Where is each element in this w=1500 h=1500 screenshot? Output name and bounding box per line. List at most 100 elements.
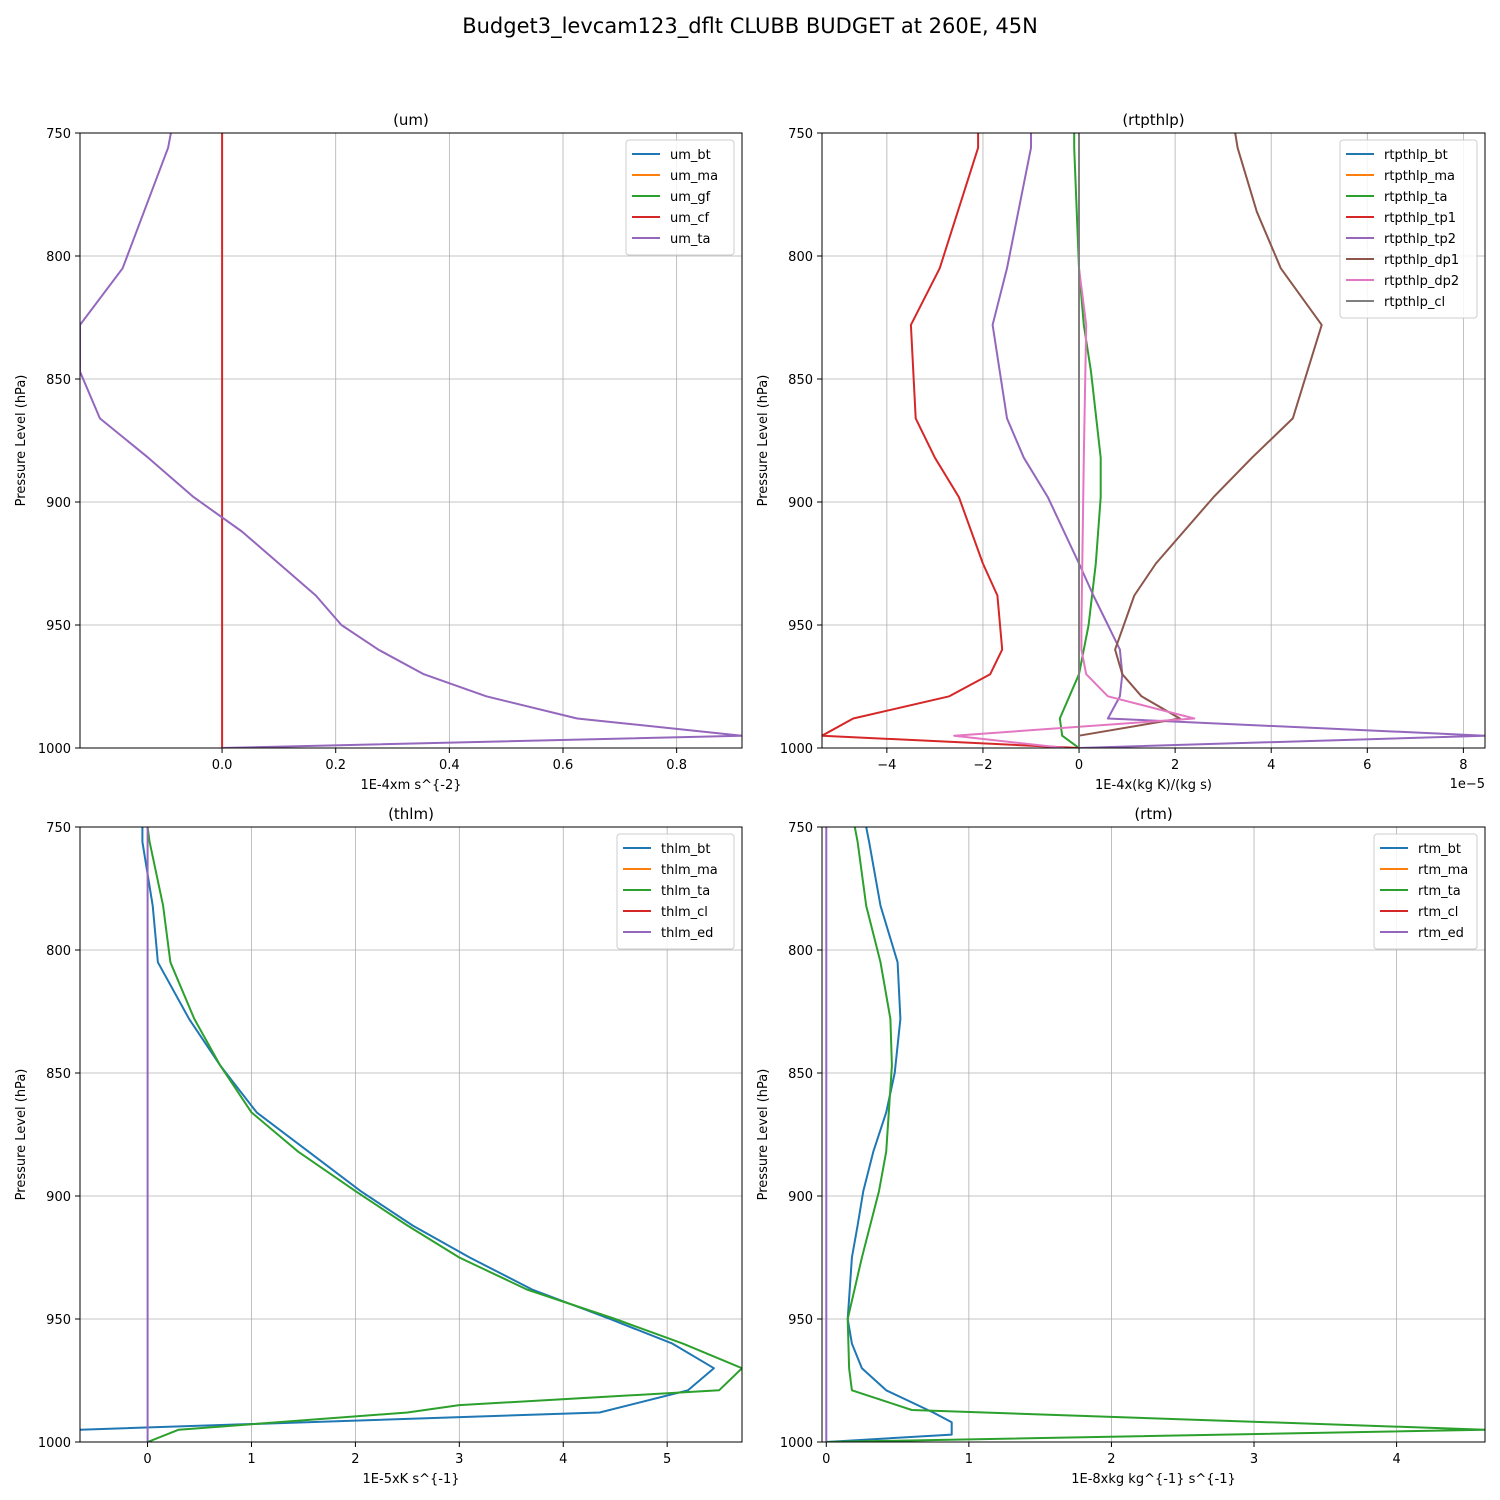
- y-axis-label: Pressure Level (hPa): [756, 375, 771, 507]
- legend-label-um_gf: um_gf: [670, 190, 711, 205]
- legend-label-rtpthlp_tp1: rtpthlp_tp1: [1384, 211, 1456, 226]
- x-tick-label: 3: [455, 1452, 463, 1467]
- x-tick-label: 4: [1267, 758, 1275, 773]
- series-group: [80, 827, 742, 1442]
- x-tick-label: 1: [247, 1452, 255, 1467]
- series-group: [825, 827, 1485, 1442]
- series-line-um_ta: [80, 133, 742, 748]
- y-tick-label: 850: [788, 1067, 813, 1082]
- x-tick-label: 4: [1392, 1452, 1400, 1467]
- legend-label-rtpthlp_ta: rtpthlp_ta: [1384, 190, 1447, 205]
- y-tick-label: 800: [46, 944, 71, 959]
- legend-label-rtm_ed: rtm_ed: [1418, 926, 1464, 941]
- series-line-thlm_ta: [146, 827, 742, 1442]
- x-tick-label: 6: [1363, 758, 1371, 773]
- x-axis-label: 1E-4xm s^{-2}: [360, 778, 461, 793]
- y-tick-label: 850: [46, 373, 71, 388]
- x-tick-label: 0.8: [666, 758, 687, 773]
- subplot-title: (um): [393, 111, 429, 129]
- x-tick-label: 5: [663, 1452, 671, 1467]
- x-tick-label: 4: [559, 1452, 567, 1467]
- legend-label-rtpthlp_ma: rtpthlp_ma: [1384, 169, 1455, 184]
- x-tick-label: 0.4: [439, 758, 460, 773]
- y-tick-label: 950: [46, 1313, 71, 1328]
- legend-label-um_cf: um_cf: [670, 211, 710, 226]
- legend-label-um_bt: um_bt: [670, 148, 711, 163]
- axes-frame: [821, 132, 1486, 749]
- legend: um_bt um_ma um_gf um_cf um_ta: [625, 139, 735, 256]
- series-line-thlm_bt: [80, 827, 715, 1431]
- figure-title: Budget3_levcam123_dflt CLUBB BUDGET at 2…: [462, 14, 1038, 38]
- x-axis-label: 1E-8xkg kg^{-1} s^{-1}: [1071, 1472, 1236, 1487]
- axes-frame: [821, 826, 1486, 1443]
- x-tick-label: 0: [143, 1452, 151, 1467]
- x-tick-label: 3: [1250, 1452, 1258, 1467]
- subplot-2: −4 −2 0 2 4 6 8 750 800 850 900 950 1000 (rtpthlp) 1E-…: [756, 111, 1486, 793]
- y-axis-label: Pressure Level (hPa): [14, 1069, 29, 1201]
- legend-frame: [625, 139, 735, 256]
- y-tick-label: 750: [788, 821, 813, 836]
- y-tick-label: 850: [46, 1067, 71, 1082]
- series-line-rtm_bt: [826, 827, 953, 1442]
- legend-label-rtpthlp_dp1: rtpthlp_dp1: [1384, 253, 1459, 268]
- y-tick-label: 750: [46, 127, 71, 142]
- y-tick-label: 900: [46, 1190, 71, 1205]
- x-tick-label: 2: [1171, 758, 1179, 773]
- x-axis-label: 1E-5xK s^{-1}: [363, 1472, 460, 1487]
- legend-label-rtpthlp_tp2: rtpthlp_tp2: [1384, 232, 1456, 247]
- legend-label-rtpthlp_cl: rtpthlp_cl: [1384, 295, 1445, 310]
- y-axis-label: Pressure Level (hPa): [14, 375, 29, 507]
- subplot-4: 0 1 2 3 4 750 800 850 900 950 1000 (rtm) 1E-8xkg kg^…: [756, 805, 1486, 1487]
- y-tick-label: 900: [788, 1190, 813, 1205]
- x-tick-label: 0: [822, 1452, 830, 1467]
- axes-frame: [79, 826, 743, 1443]
- y-tick-label: 850: [788, 373, 813, 388]
- subplot-title: (thlm): [388, 805, 434, 823]
- x-tick-label: −2: [973, 758, 992, 773]
- y-tick-label: 900: [46, 496, 71, 511]
- legend-label-rtpthlp_bt: rtpthlp_bt: [1384, 148, 1448, 163]
- y-tick-label: 1000: [38, 1436, 71, 1451]
- legend-label-um_ta: um_ta: [670, 232, 710, 247]
- y-tick-label: 900: [788, 496, 813, 511]
- y-tick-label: 750: [46, 821, 71, 836]
- y-tick-label: 1000: [780, 1436, 813, 1451]
- legend-label-thlm_ed: thlm_ed: [661, 926, 713, 941]
- legend-frame: [616, 833, 735, 950]
- subplot-title: (rtpthlp): [1122, 111, 1184, 129]
- legend-label-rtm_ta: rtm_ta: [1418, 884, 1461, 899]
- y-axis-label: Pressure Level (hPa): [756, 1069, 771, 1201]
- legend-label-rtm_ma: rtm_ma: [1418, 863, 1468, 878]
- legend: rtpthlp_bt rtpthlp_ma rtpthlp_ta rtpthlp_tp…: [1339, 139, 1478, 319]
- subplot-1: 0.0 0.2 0.4 0.6 0.8 750 800 850 900 950 1000 (um) 1E…: [14, 111, 743, 793]
- series-line-rtpthlp_ta: [1058, 133, 1102, 748]
- legend-label-rtpthlp_dp2: rtpthlp_dp2: [1384, 274, 1459, 289]
- y-tick-label: 1000: [780, 742, 813, 757]
- series-line-rtm_ta: [826, 827, 1485, 1442]
- subplot-title: (rtm): [1134, 805, 1172, 823]
- x-tick-label: 8: [1459, 758, 1467, 773]
- series-group: [80, 133, 742, 748]
- series-group: [822, 133, 1485, 748]
- legend-label-thlm_cl: thlm_cl: [661, 905, 708, 920]
- legend-frame: [1373, 833, 1478, 950]
- x-tick-label: 0: [1075, 758, 1083, 773]
- x-axis-label: 1E-4x(kg K)/(kg s): [1095, 778, 1212, 793]
- legend-label-thlm_ta: thlm_ta: [661, 884, 710, 899]
- subplot-3: 0 1 2 3 4 5 750 800 850 900 950 1000 (thlm) 1E-5xK s^…: [14, 805, 743, 1487]
- x-tick-label: 2: [1107, 1452, 1115, 1467]
- y-tick-label: 950: [788, 619, 813, 634]
- y-tick-label: 800: [788, 250, 813, 265]
- y-tick-label: 750: [788, 127, 813, 142]
- legend: rtm_bt rtm_ma rtm_ta rtm_cl rtm_ed: [1373, 833, 1478, 950]
- legend-label-rtm_bt: rtm_bt: [1418, 842, 1461, 857]
- y-tick-label: 800: [788, 944, 813, 959]
- legend-label-thlm_bt: thlm_bt: [661, 842, 710, 857]
- y-tick-label: 950: [46, 619, 71, 634]
- legend-frame: [1339, 139, 1478, 319]
- axes-frame: [79, 132, 743, 749]
- y-tick-label: 950: [788, 1313, 813, 1328]
- x-tick-label: 0.0: [212, 758, 233, 773]
- y-tick-label: 1000: [38, 742, 71, 757]
